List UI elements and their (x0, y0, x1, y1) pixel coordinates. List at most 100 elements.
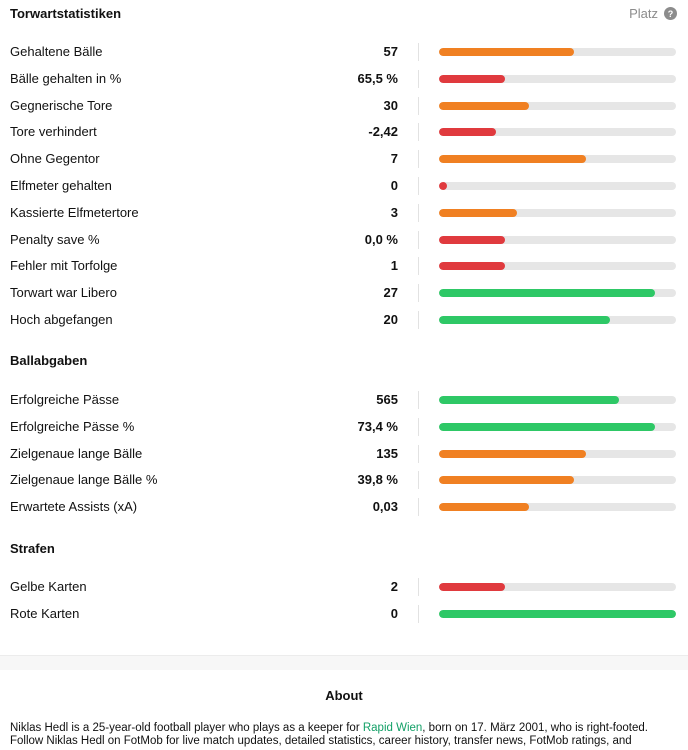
stat-separator (418, 578, 419, 596)
percentile-bar (439, 155, 676, 164)
stat-row: Gehaltene Bälle 57 (0, 43, 688, 61)
stat-separator (418, 604, 419, 623)
percentile-bar (439, 449, 676, 458)
stat-row: Bälle gehalten in % 65,5 % (0, 69, 688, 88)
percentile-bar (439, 74, 676, 83)
stat-label: Erwartete Assists (xA) (10, 499, 138, 515)
percentile-bar-fill (439, 422, 655, 431)
section-divider (0, 655, 688, 670)
stat-value: 27 (383, 285, 398, 301)
stat-row: Fehler mit Torfolge 1 (0, 257, 688, 276)
stat-value: 135 (376, 445, 398, 461)
percentile-bar (439, 422, 676, 431)
goalkeeping-title: Torwartstatistiken (10, 6, 122, 21)
stat-separator (418, 177, 419, 195)
stat-row: Tore verhindert -2,42 (0, 123, 688, 142)
percentile-bar (439, 316, 676, 324)
percentile-bar-fill (439, 182, 447, 190)
stat-label: Tore verhindert (10, 124, 97, 140)
stat-label: Gegnerische Tore (10, 97, 113, 113)
stat-separator (418, 150, 419, 169)
stat-separator (418, 203, 419, 222)
stat-value: 1 (390, 258, 398, 274)
stat-value: 0 (390, 178, 398, 193)
stat-label: Torwart war Libero (10, 285, 117, 301)
stat-row: Hoch abgefangen 20 (0, 311, 688, 329)
percentile-bar-fill (439, 476, 574, 485)
about-text-after: , born on 17. März 2001, who is right-fo… (10, 722, 648, 747)
percentile-bar-fill (439, 208, 517, 217)
percentile-bar (439, 235, 676, 244)
stat-label: Bälle gehalten in % (10, 70, 122, 86)
stat-label: Erfolgreiche Pässe (10, 392, 120, 407)
rank-toggle[interactable]: Platz ? (629, 6, 677, 21)
stat-separator (418, 471, 419, 490)
stat-separator (418, 43, 419, 61)
percentile-bar-fill (439, 289, 655, 298)
stat-separator (418, 123, 419, 142)
percentile-bar-fill (439, 155, 586, 164)
percentile-bar-fill (439, 235, 505, 244)
stat-label: Zielgenaue lange Bälle (10, 445, 143, 461)
stat-value: 20 (383, 312, 398, 327)
percentile-bar (439, 503, 676, 512)
stat-value: 57 (383, 44, 398, 59)
percentile-bar (439, 262, 676, 271)
stats-card: Torwartstatistiken Platz ? Gehaltene Bäl… (0, 6, 688, 623)
percentile-bar-fill (439, 262, 505, 271)
stat-row: Gegnerische Tore 30 (0, 96, 688, 115)
stat-label: Fehler mit Torfolge (10, 258, 118, 274)
stat-value: -2,42 (368, 124, 398, 140)
stat-value: 73,4 % (357, 418, 398, 434)
stat-label: Erfolgreiche Pässe % (10, 418, 135, 434)
stat-row: Zielgenaue lange Bälle 135 (0, 444, 688, 463)
stat-label: Rote Karten (10, 605, 80, 621)
about-text-before: Niklas Hedl is a 25-year-old football pl… (10, 722, 363, 734)
stat-row: Rote Karten 0 (0, 604, 688, 623)
percentile-bar (439, 609, 676, 618)
stat-value: 0,0 % (364, 231, 398, 247)
percentile-bar (439, 583, 676, 591)
stat-separator (418, 284, 419, 303)
help-icon[interactable]: ? (664, 7, 677, 20)
stat-value: 2 (390, 579, 398, 594)
stat-value: 39,8 % (357, 472, 398, 488)
about-title: About (325, 688, 363, 703)
rank-label: Platz (629, 6, 658, 21)
percentile-bar-fill (439, 609, 676, 618)
stat-label: Ohne Gegentor (10, 151, 100, 167)
percentile-bar-fill (439, 316, 610, 324)
stat-value: 7 (390, 151, 398, 167)
stat-row: Zielgenaue lange Bälle % 39,8 % (0, 471, 688, 490)
stat-row: Kassierte Elfmetertore 3 (0, 203, 688, 222)
stat-row: Ohne Gegentor 7 (0, 150, 688, 169)
stat-label: Gelbe Karten (10, 579, 87, 594)
stat-label: Zielgenaue lange Bälle % (10, 472, 158, 488)
percentile-bar (439, 289, 676, 298)
stat-value: 0,03 (372, 499, 398, 515)
stat-row: Erfolgreiche Pässe % 73,4 % (0, 417, 688, 436)
percentile-bar (439, 128, 676, 137)
stat-row: Elfmeter gehalten 0 (0, 177, 688, 195)
percentile-bar-fill (439, 449, 586, 458)
stat-separator (418, 230, 419, 249)
stat-separator (418, 498, 419, 517)
percentile-bar (439, 101, 676, 110)
percentile-bar-fill (439, 74, 505, 83)
percentile-bar-fill (439, 503, 529, 512)
stat-separator (418, 257, 419, 276)
stat-separator (418, 69, 419, 88)
stat-value: 3 (390, 204, 398, 220)
percentile-bar-fill (439, 128, 496, 137)
percentile-bar-fill (439, 48, 574, 56)
club-link[interactable]: Rapid Wien (362, 722, 423, 734)
stat-row: Erwartete Assists (xA) 0,03 (0, 498, 688, 517)
percentile-bar (439, 182, 676, 190)
stat-label: Kassierte Elfmetertore (10, 204, 139, 220)
stat-label: Hoch abgefangen (10, 312, 113, 327)
stat-label: Penalty save % (10, 231, 100, 247)
percentile-bar-fill (439, 583, 505, 591)
stat-value: 65,5 % (357, 70, 398, 86)
stat-value: 30 (383, 97, 398, 113)
stat-label: Gehaltene Bälle (10, 44, 103, 59)
